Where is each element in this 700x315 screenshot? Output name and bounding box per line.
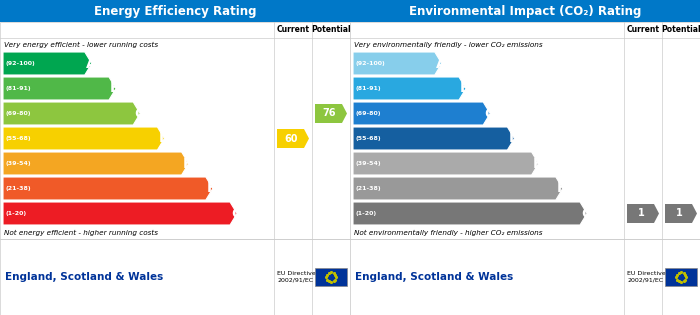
- Text: 1: 1: [676, 209, 683, 219]
- Text: (39-54): (39-54): [356, 161, 382, 166]
- Text: (55-68): (55-68): [356, 136, 382, 141]
- Polygon shape: [277, 129, 309, 148]
- Polygon shape: [3, 127, 164, 150]
- Bar: [350, 22, 700, 239]
- Text: (1-20): (1-20): [356, 211, 377, 216]
- Text: (39-54): (39-54): [6, 161, 32, 166]
- Bar: [0, 239, 350, 315]
- Polygon shape: [353, 127, 514, 150]
- Text: 60: 60: [285, 134, 298, 144]
- Polygon shape: [3, 202, 237, 225]
- Polygon shape: [3, 52, 92, 75]
- Text: 1: 1: [638, 209, 645, 219]
- Text: (55-68): (55-68): [6, 136, 32, 141]
- Text: Current: Current: [276, 26, 309, 35]
- Text: Very environmentally friendly - lower CO₂ emissions: Very environmentally friendly - lower CO…: [354, 42, 542, 48]
- Bar: [350, 0, 700, 22]
- Polygon shape: [353, 202, 587, 225]
- Text: E: E: [183, 157, 192, 170]
- Polygon shape: [3, 152, 188, 175]
- Text: (21-38): (21-38): [6, 186, 32, 191]
- Text: D: D: [508, 131, 520, 146]
- Text: C: C: [484, 106, 494, 121]
- Text: Potential: Potential: [662, 26, 700, 35]
- Text: EU Directive
2002/91/EC: EU Directive 2002/91/EC: [627, 271, 666, 283]
- Text: B: B: [110, 82, 120, 95]
- Polygon shape: [665, 204, 697, 223]
- Text: F: F: [556, 181, 566, 196]
- Bar: [665, 268, 697, 286]
- Polygon shape: [353, 77, 466, 100]
- Bar: [0, 22, 350, 239]
- Text: E: E: [533, 157, 542, 170]
- Text: (92-100): (92-100): [6, 61, 36, 66]
- Polygon shape: [353, 52, 442, 75]
- Text: (81-91): (81-91): [356, 86, 382, 91]
- Text: B: B: [460, 82, 470, 95]
- Text: D: D: [158, 131, 170, 146]
- Bar: [315, 268, 347, 286]
- Text: Energy Efficiency Rating: Energy Efficiency Rating: [94, 4, 256, 18]
- Text: England, Scotland & Wales: England, Scotland & Wales: [5, 272, 163, 282]
- Text: (69-80): (69-80): [6, 111, 32, 116]
- Text: (21-38): (21-38): [356, 186, 382, 191]
- Text: Potential: Potential: [312, 26, 351, 35]
- Text: A: A: [86, 56, 97, 71]
- Text: (81-91): (81-91): [6, 86, 32, 91]
- Polygon shape: [627, 204, 659, 223]
- Text: Not environmentally friendly - higher CO₂ emissions: Not environmentally friendly - higher CO…: [354, 229, 542, 236]
- Polygon shape: [353, 102, 490, 125]
- Text: (92-100): (92-100): [356, 61, 386, 66]
- Polygon shape: [353, 177, 563, 200]
- Text: Current: Current: [626, 26, 659, 35]
- Text: Environmental Impact (CO₂) Rating: Environmental Impact (CO₂) Rating: [409, 4, 641, 18]
- Polygon shape: [3, 177, 213, 200]
- Bar: [350, 239, 700, 315]
- Text: Not energy efficient - higher running costs: Not energy efficient - higher running co…: [4, 229, 158, 236]
- Text: A: A: [436, 56, 447, 71]
- Polygon shape: [353, 152, 538, 175]
- Text: England, Scotland & Wales: England, Scotland & Wales: [355, 272, 513, 282]
- Bar: [0, 0, 350, 22]
- Text: G: G: [231, 207, 242, 220]
- Text: 76: 76: [323, 108, 336, 118]
- Text: C: C: [134, 106, 144, 121]
- Polygon shape: [3, 77, 116, 100]
- Text: EU Directive
2002/91/EC: EU Directive 2002/91/EC: [277, 271, 316, 283]
- Text: G: G: [581, 207, 592, 220]
- Text: (69-80): (69-80): [356, 111, 382, 116]
- Polygon shape: [315, 104, 347, 123]
- Polygon shape: [3, 102, 140, 125]
- Text: F: F: [206, 181, 216, 196]
- Text: Very energy efficient - lower running costs: Very energy efficient - lower running co…: [4, 42, 158, 48]
- Text: (1-20): (1-20): [6, 211, 27, 216]
